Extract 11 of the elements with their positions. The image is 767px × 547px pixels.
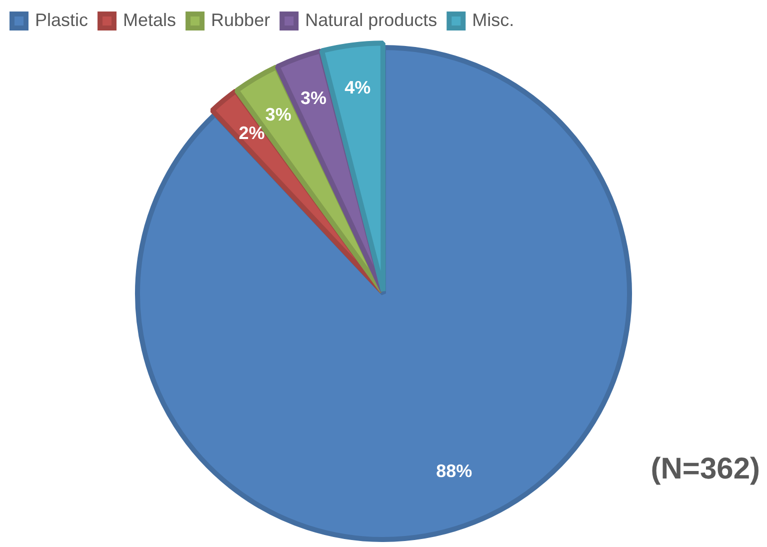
text: (N=362) (650, 452, 760, 486)
legend-label: Metals (123, 10, 176, 30)
legend-label: Natural products (305, 10, 438, 30)
data-label: 3% (300, 88, 327, 108)
legend-label: Plastic (35, 10, 88, 30)
legend-label: Misc. (472, 10, 514, 30)
data-label: 88% (436, 460, 472, 481)
data-label: 4% (344, 77, 371, 98)
data-label: 3% (265, 104, 292, 125)
data-label: 2% (238, 123, 265, 144)
legend-label: Rubber (211, 10, 270, 30)
